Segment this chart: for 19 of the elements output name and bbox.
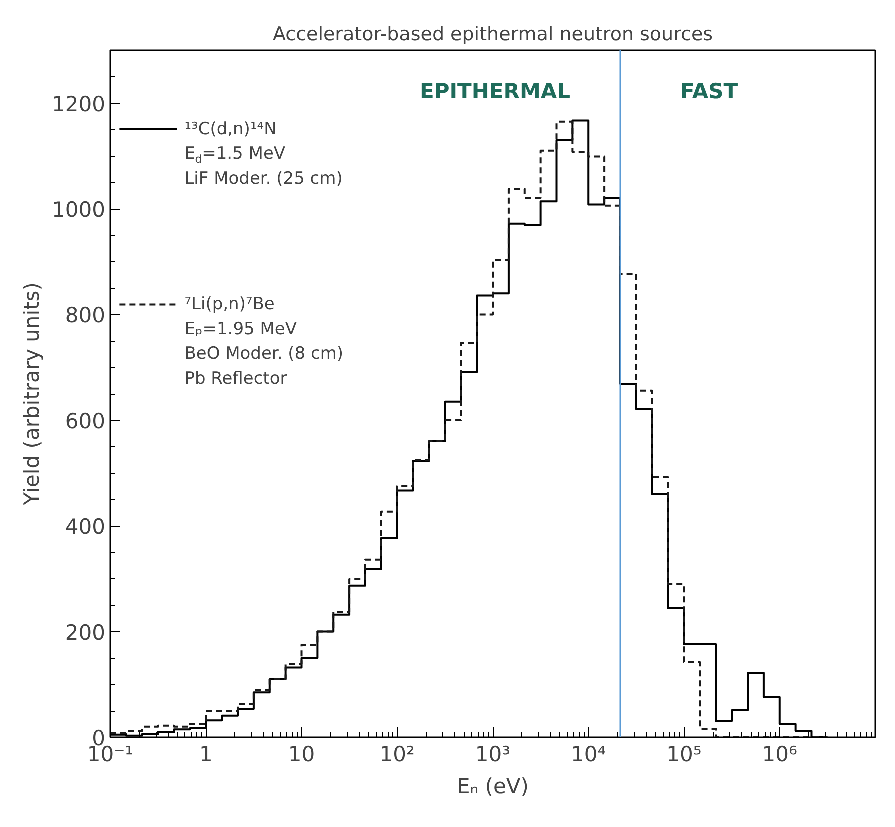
annotation: FAST: [680, 80, 739, 104]
y-tick-label: 800: [65, 304, 106, 328]
y-tick-label: 1200: [52, 92, 106, 116]
x-tick-label: 10⁵: [666, 742, 702, 766]
y-tick-label: 1000: [52, 198, 106, 222]
x-tick-label: 10⁶: [762, 742, 798, 766]
y-axis-title: Yield (arbitrary units): [20, 282, 44, 506]
y-tick-label: 400: [65, 515, 106, 540]
annotation: EPITHERMAL: [420, 80, 570, 104]
x-tick-label: 10⁴: [571, 742, 606, 766]
legend-label: ⁷Li(p,n)⁷Be Eₚ=1.95 MeV BeO Moder. (8 cm) Pb Reflector: [184, 294, 344, 389]
x-tick-label: 1: [199, 742, 213, 766]
x-tick-label: 10: [288, 742, 316, 766]
x-tick-label: 10³: [475, 742, 511, 766]
y-tick-label: 600: [65, 409, 106, 434]
chart-title: Accelerator-based epithermal neutron sources: [272, 24, 714, 46]
x-axis-title: Eₙ (eV): [457, 774, 529, 798]
y-tick-label: 200: [65, 620, 106, 645]
x-tick-label: 10²: [380, 742, 415, 766]
